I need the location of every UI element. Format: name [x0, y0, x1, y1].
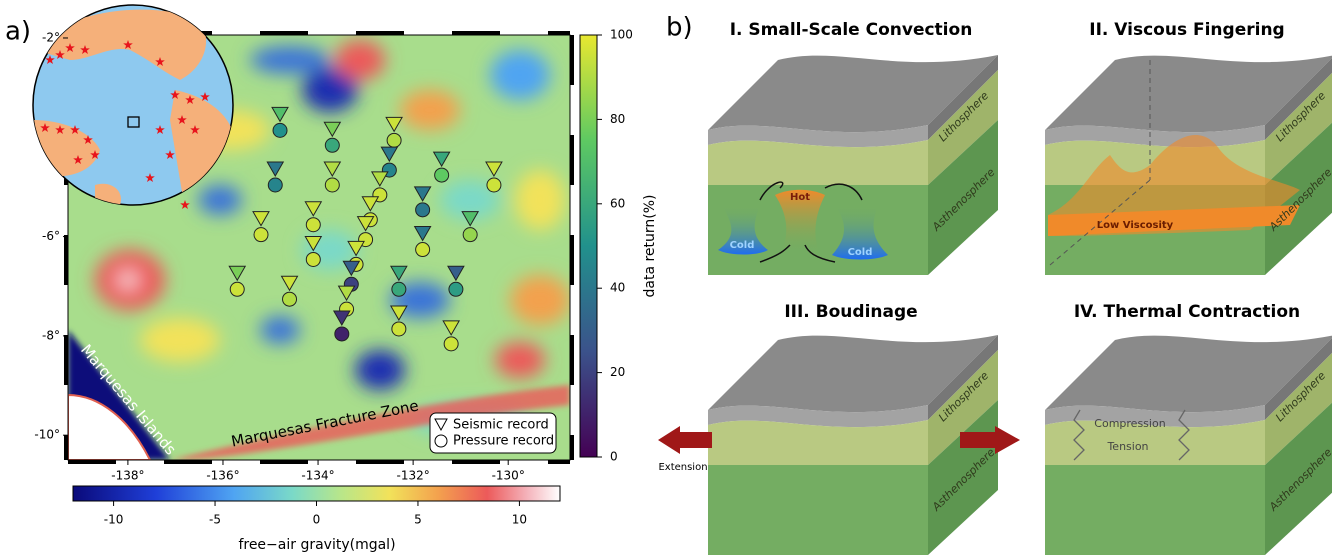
x-tick-label: -136°	[206, 469, 239, 483]
pressure-station	[416, 243, 430, 257]
pressure-station	[230, 282, 244, 296]
colorbar-tick-label: 5	[414, 513, 422, 527]
pressure-station	[392, 322, 406, 336]
y-tick-label: -2°	[42, 30, 60, 44]
colorbar-tick-label: 0	[610, 450, 618, 464]
extension-arrow	[658, 426, 712, 454]
panel-title: I. Small-Scale Convection	[730, 20, 973, 40]
pressure-station	[416, 203, 430, 217]
colorbar-label: free−air gravity(mgal)	[238, 537, 395, 553]
pressure-station	[268, 178, 282, 192]
pressure-station	[387, 133, 401, 147]
inner-label: Cold	[730, 240, 755, 251]
colorbar-tick-label: 40	[610, 281, 625, 295]
colorbar-tick-label: 20	[610, 365, 625, 379]
legend: Seismic record Pressure record	[430, 413, 556, 453]
colorbar-label: data return(%)	[642, 194, 658, 297]
block-diagram	[1045, 335, 1332, 555]
colorbar-tick-label: 0	[313, 513, 321, 527]
pressure-station	[273, 123, 287, 137]
colorbar-tick-label: -10	[104, 513, 124, 527]
inner-label: Cold	[848, 247, 873, 258]
block-diagram	[708, 335, 998, 555]
pressure-station	[463, 228, 477, 242]
panel-label: b)	[666, 13, 693, 43]
x-tick-label: -132°	[397, 469, 430, 483]
inner-label: Tension	[1106, 440, 1148, 453]
pressure-station	[435, 168, 449, 182]
pressure-station	[444, 337, 458, 351]
legend-marker	[435, 435, 447, 447]
colorbar-tick-label: 60	[610, 196, 625, 210]
pressure-station	[254, 228, 268, 242]
inner-label: Compression	[1094, 417, 1165, 430]
y-tick-label: -6°	[42, 229, 60, 243]
pressure-station	[325, 178, 339, 192]
pressure-station	[306, 218, 320, 232]
colorbar	[580, 35, 597, 457]
colorbar-tick-label: 10	[512, 513, 527, 527]
pressure-station	[306, 252, 320, 266]
inner-label: Hot	[790, 192, 810, 203]
x-tick-label: -138°	[111, 469, 144, 483]
inner-label: Low Viscosity	[1097, 220, 1174, 231]
colorbar-tick-label: -5	[209, 513, 221, 527]
pressure-station	[392, 282, 406, 296]
panel-title: II. Viscous Fingering	[1089, 20, 1284, 40]
colorbar-tick-label: 80	[610, 112, 625, 126]
x-tick-label: -134°	[301, 469, 334, 483]
pressure-station	[325, 138, 339, 152]
pressure-station	[487, 178, 501, 192]
pressure-station	[283, 292, 297, 306]
panel-label: a)	[5, 17, 31, 47]
colorbar-tick-label: 100	[610, 28, 633, 42]
legend-label: Pressure record	[453, 434, 554, 449]
x-tick-label: -130°	[492, 469, 525, 483]
pressure-station	[335, 327, 349, 341]
gravity-colorbar	[73, 486, 560, 501]
figure: a) Marquesas Islands Marquesas Fracture …	[0, 0, 1332, 557]
y-tick-label: -10°	[34, 428, 60, 442]
y-tick-label: -8°	[42, 328, 60, 342]
legend-label: Seismic record	[453, 418, 549, 433]
panel-title: IV. Thermal Contraction	[1074, 302, 1300, 322]
inner-label: Extension	[658, 462, 707, 473]
panel-title: III. Boudinage	[784, 302, 917, 322]
pressure-station	[449, 282, 463, 296]
